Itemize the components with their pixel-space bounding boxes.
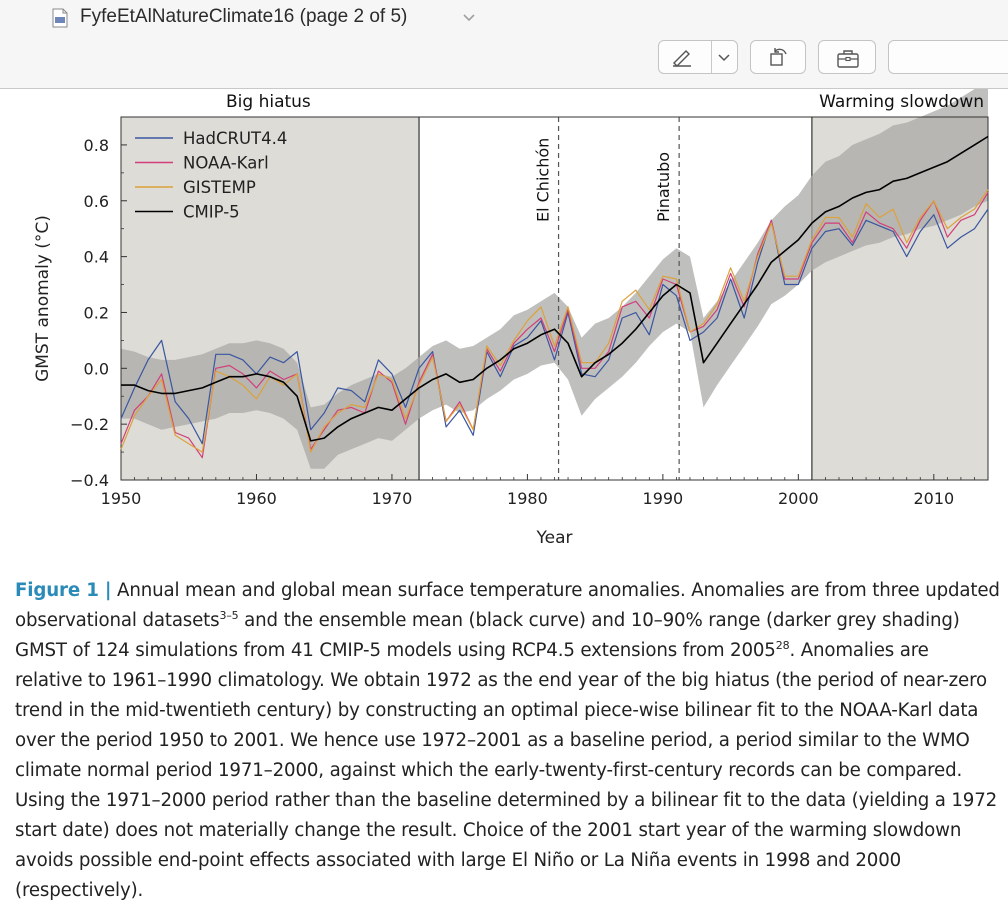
x-axis-label: Year	[536, 528, 573, 548]
search-field[interactable]	[888, 40, 1008, 74]
y-tick-label: 0.2	[84, 303, 109, 322]
window-title[interactable]: FyfeEtAlNatureClimate16 (page 2 of 5)	[80, 6, 408, 27]
segment-divider	[711, 41, 712, 73]
toolbox-icon	[837, 50, 859, 68]
y-axis-label: GMST anomaly (°C)	[33, 215, 53, 382]
toolbox-button[interactable]	[818, 40, 876, 74]
x-tick-label: 1990	[643, 489, 684, 508]
legend-label: NOAA-Karl	[183, 154, 269, 173]
volcano-label: El Chichón	[534, 138, 553, 222]
markup-button-group	[658, 40, 738, 74]
markup-pen-icon[interactable]	[669, 47, 695, 67]
legend-label: HadCRUT4.4	[183, 129, 287, 148]
caption-text-1: Annual mean and global mean surface temp…	[15, 580, 1000, 631]
pdf-document-icon	[52, 8, 68, 28]
x-tick-label: 2000	[778, 489, 819, 508]
y-tick-label: −0.2	[70, 415, 109, 434]
x-tick-label: 1960	[236, 489, 277, 508]
series-line-cmip-5	[121, 135, 989, 442]
figure-label: Figure 1 |	[15, 580, 112, 601]
rotate-left-icon	[770, 48, 787, 66]
series-line-gistemp	[120, 189, 989, 453]
legend-label: GISTEMP	[183, 178, 256, 197]
gmst-anomaly-chart: 1950 1960 1970 1980 1990 2000 2010 −0.4 −0.2 0.0 0…	[33, 80, 989, 548]
chevron-down-icon[interactable]	[718, 54, 730, 62]
x-tick-label: 1970	[372, 489, 413, 508]
caption-text-2: and the ensemble mean (black curve) and …	[15, 610, 960, 661]
rotate-button[interactable]	[750, 40, 806, 74]
figure-caption: Figure 1 | Annual mean and global mean s…	[15, 576, 1000, 906]
y-tick-label: 0.0	[84, 359, 109, 378]
reference-superscript: 3–5	[219, 608, 239, 622]
y-tick-label: 0.4	[84, 248, 109, 267]
chevron-down-icon[interactable]	[462, 12, 476, 22]
window-titlebar: FyfeEtAlNatureClimate16 (page 2 of 5)	[0, 0, 1008, 89]
x-tick-label: 2010	[913, 489, 954, 508]
legend-label: CMIP-5	[183, 203, 240, 222]
y-tick-label: −0.4	[70, 471, 109, 490]
period-label: Big hiatus	[226, 92, 311, 112]
series-line-noaa-karl	[120, 192, 989, 459]
period-label: Warming slowdown	[819, 92, 984, 112]
series-line-hadcrut4-4	[120, 208, 989, 445]
x-tick-label: 1980	[507, 489, 548, 508]
volcano-label: Pinatubo	[654, 152, 673, 222]
reference-superscript: 28	[775, 638, 790, 652]
x-tick-label: 1950	[101, 489, 142, 508]
y-tick-label: 0.6	[84, 192, 109, 211]
figure-area: 1950 1960 1970 1980 1990 2000 2010 −0.4 −0.2 0.0 0…	[0, 80, 1008, 559]
caption-text-3: . Anomalies are relative to 1961–1990 cl…	[15, 640, 998, 901]
y-tick-label: 0.8	[84, 136, 109, 155]
